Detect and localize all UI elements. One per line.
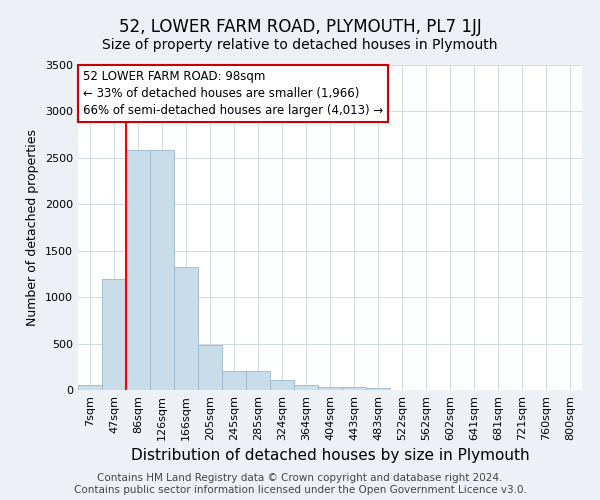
X-axis label: Distribution of detached houses by size in Plymouth: Distribution of detached houses by size … [131, 448, 529, 463]
Bar [342, 387, 366, 390]
Bar [222, 372, 246, 390]
Bar [126, 150, 150, 390]
Bar [246, 372, 270, 390]
Bar [102, 278, 126, 390]
Bar [198, 344, 222, 390]
Y-axis label: Number of detached properties: Number of detached properties [26, 129, 40, 326]
Bar [294, 386, 318, 390]
Text: 52 LOWER FARM ROAD: 98sqm
← 33% of detached houses are smaller (1,966)
66% of se: 52 LOWER FARM ROAD: 98sqm ← 33% of detac… [83, 70, 383, 117]
Text: 52, LOWER FARM ROAD, PLYMOUTH, PL7 1JJ: 52, LOWER FARM ROAD, PLYMOUTH, PL7 1JJ [119, 18, 481, 36]
Bar [150, 150, 174, 390]
Bar [270, 380, 294, 390]
Bar [318, 387, 342, 390]
Text: Size of property relative to detached houses in Plymouth: Size of property relative to detached ho… [102, 38, 498, 52]
Bar [366, 388, 390, 390]
Text: Contains HM Land Registry data © Crown copyright and database right 2024.
Contai: Contains HM Land Registry data © Crown c… [74, 474, 526, 495]
Bar [78, 386, 102, 390]
Bar [174, 266, 198, 390]
